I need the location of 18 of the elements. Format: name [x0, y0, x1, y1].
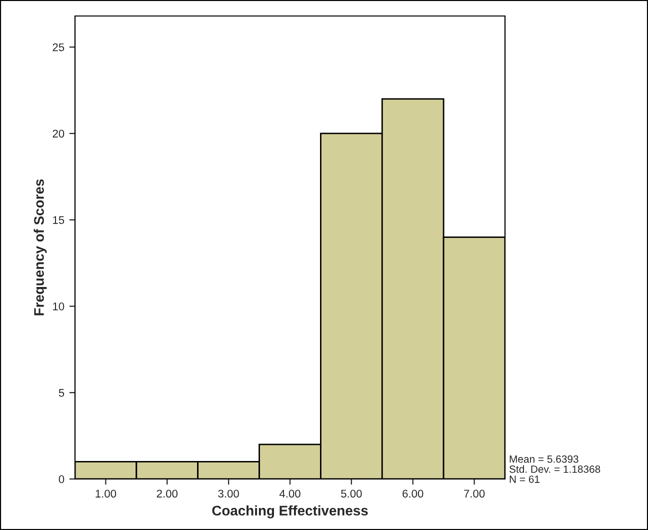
- x-tick-label: 4.00: [279, 490, 300, 498]
- y-tick-label: 25: [52, 43, 64, 52]
- x-tick-label: 2.00: [156, 490, 178, 498]
- x-tick-label: 5.00: [341, 490, 362, 498]
- y-tick-label: 15: [53, 216, 64, 224]
- text: Mean = 5.6393: [510, 455, 578, 463]
- text: Std. Dev. = 1.18368: [509, 465, 600, 473]
- y-tick-label: 0: [58, 475, 64, 484]
- x-tick-label: 3.00: [218, 490, 239, 498]
- y-axis-title: Frequency of Scores: [34, 179, 47, 316]
- x-axis-title: Coaching Effectiveness: [212, 505, 368, 518]
- text: N = 61: [510, 476, 540, 483]
- x-tick-label: 1.00: [96, 490, 116, 498]
- y-tick-label: 10: [53, 302, 64, 310]
- y-tick-label: 20: [52, 130, 64, 138]
- x-tick-label: 7.00: [464, 490, 485, 498]
- y-tick-label: 5: [58, 389, 64, 397]
- x-tick-label: 6.00: [402, 490, 424, 498]
